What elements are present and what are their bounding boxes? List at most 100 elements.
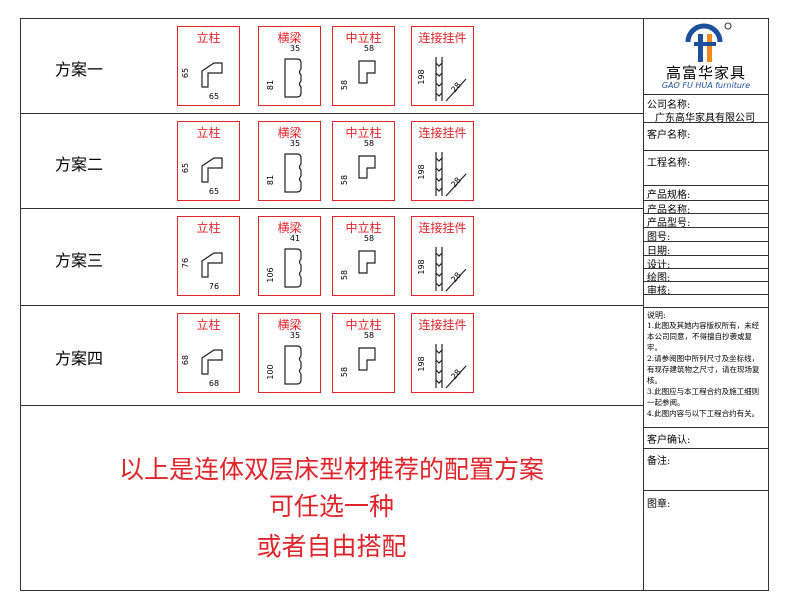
field-label: 设计: <box>647 260 671 271</box>
line <box>20 305 643 306</box>
profile-shape <box>284 345 302 385</box>
profile-card: 连接挂件 198 28 <box>411 121 474 201</box>
profile-shape <box>201 349 223 375</box>
profile-drawing: 198 28 <box>417 344 467 389</box>
company: 广东高华家具有限公司 <box>655 113 755 124</box>
profile-drawing: 65 65 <box>181 157 223 196</box>
notes: 1.此图及其她内容版权所有，未经本公司同意，不得擅自抄袭或复牢。 2.请参阅图中… <box>647 320 765 419</box>
line <box>643 268 769 269</box>
logo <box>685 22 732 62</box>
profile-title: 立柱 <box>196 126 221 140</box>
profile-shape <box>435 344 467 389</box>
label: 客户确认: <box>647 435 691 446</box>
dimension: 41 <box>290 234 300 243</box>
profile-title: 连接挂件 <box>418 221 467 235</box>
profile-drawing: 198 28 <box>417 152 467 197</box>
profile-drawing: 68 68 <box>181 349 223 388</box>
line <box>643 200 769 201</box>
dimension: 81 <box>266 175 275 185</box>
note: 2.请参阅图中所列尺寸及坐标线，有现存建筑物之尺寸，请在现场复核。 <box>647 354 760 385</box>
notes-title: 说明: <box>647 311 666 320</box>
dimension: 28 <box>449 271 462 285</box>
profile-card: 横梁 35 81 <box>258 26 321 106</box>
profile-title: 立柱 <box>196 31 221 45</box>
profile-drawing: 198 28 <box>417 247 467 292</box>
line <box>20 405 643 406</box>
dimension: 58 <box>364 44 374 53</box>
dimension: 198 <box>417 164 426 179</box>
label: 图章: <box>647 499 671 510</box>
profile-drawing: 35 81 <box>266 44 302 98</box>
scheme-label: 方案三 <box>55 250 104 270</box>
note: 1.此图及其她内容版权所有，未经本公司同意，不得擅自抄袭或复牢。 <box>647 321 760 352</box>
field-label: 日期: <box>647 246 671 257</box>
dimension: 28 <box>449 368 462 382</box>
field-label: 图号: <box>647 232 671 243</box>
note: 3.此图应与本工程合约及施工细则一起参阅。 <box>647 387 760 407</box>
field-label: 绘图: <box>647 273 671 284</box>
dimension: 106 <box>266 267 275 282</box>
profile-drawing: 58 58 <box>340 139 376 185</box>
profile-shape <box>358 60 376 84</box>
profile-title: 中立柱 <box>345 318 382 332</box>
profile-drawing: 76 76 <box>181 252 223 291</box>
profile-title: 立柱 <box>196 221 221 235</box>
field-label: 产品型号: <box>647 218 691 229</box>
label: 备注: <box>647 456 671 467</box>
profile-title: 立柱 <box>196 318 221 332</box>
line <box>643 241 769 242</box>
profile-shape <box>358 155 376 179</box>
dimension: 68 <box>209 379 219 388</box>
dimension: 198 <box>417 69 426 84</box>
profile-drawing: 58 58 <box>340 234 376 280</box>
dimension: 198 <box>417 356 426 371</box>
dimension: 35 <box>290 139 300 148</box>
line <box>20 113 643 114</box>
dimension: 76 <box>209 282 219 291</box>
profile-card: 横梁 35 100 <box>258 313 321 393</box>
line <box>643 307 769 308</box>
profile-title: 连接挂件 <box>418 318 467 332</box>
summary: 以上是连体双层床型材推荐的配置方案 <box>118 455 544 484</box>
brand-en: GAO FU HUA furniture <box>661 81 751 90</box>
divider <box>643 18 644 591</box>
label: 公司名称: <box>647 100 691 111</box>
profile-shape <box>201 62 223 88</box>
frame <box>20 18 769 591</box>
profile-shape <box>358 250 376 274</box>
dimension: 35 <box>290 331 300 340</box>
profile-drawing: 35 81 <box>266 139 302 193</box>
profile-shape <box>284 58 302 98</box>
dimension: 198 <box>417 259 426 274</box>
line <box>643 255 769 256</box>
note: 4.此图内容与以下工程合约有关。 <box>647 409 760 418</box>
scheme-label: 方案一 <box>55 59 104 79</box>
profile-card: 连接挂件 198 28 <box>411 216 474 296</box>
profile-title: 连接挂件 <box>418 126 467 140</box>
summary: 可任选一种 <box>268 492 394 521</box>
profile-shape <box>435 152 467 197</box>
profile-title: 中立柱 <box>345 31 382 45</box>
profile-card: 中立柱 58 58 <box>332 26 395 106</box>
dimension: 65 <box>209 187 219 196</box>
profile-shape <box>201 252 223 278</box>
line <box>643 185 769 186</box>
profile-drawing: 58 58 <box>340 331 376 377</box>
line <box>643 227 769 228</box>
profile-drawing: 35 100 <box>266 331 302 385</box>
line <box>643 122 769 123</box>
field-label: 审核: <box>647 286 671 297</box>
dimension: 35 <box>290 44 300 53</box>
dimension: 28 <box>449 81 462 95</box>
profile-card: 横梁 41 106 <box>258 216 321 296</box>
profile-card: 立柱 68 68 <box>177 313 240 393</box>
dimension: 65 <box>209 92 219 101</box>
profile-title: 中立柱 <box>345 126 382 140</box>
dimension: 28 <box>449 176 462 190</box>
dimension: 58 <box>364 139 374 148</box>
field-label: 客户名称: <box>647 130 691 141</box>
line <box>643 213 769 214</box>
dimension: 58 <box>364 234 374 243</box>
field-label: 工程名称: <box>647 158 691 169</box>
line <box>643 150 769 151</box>
